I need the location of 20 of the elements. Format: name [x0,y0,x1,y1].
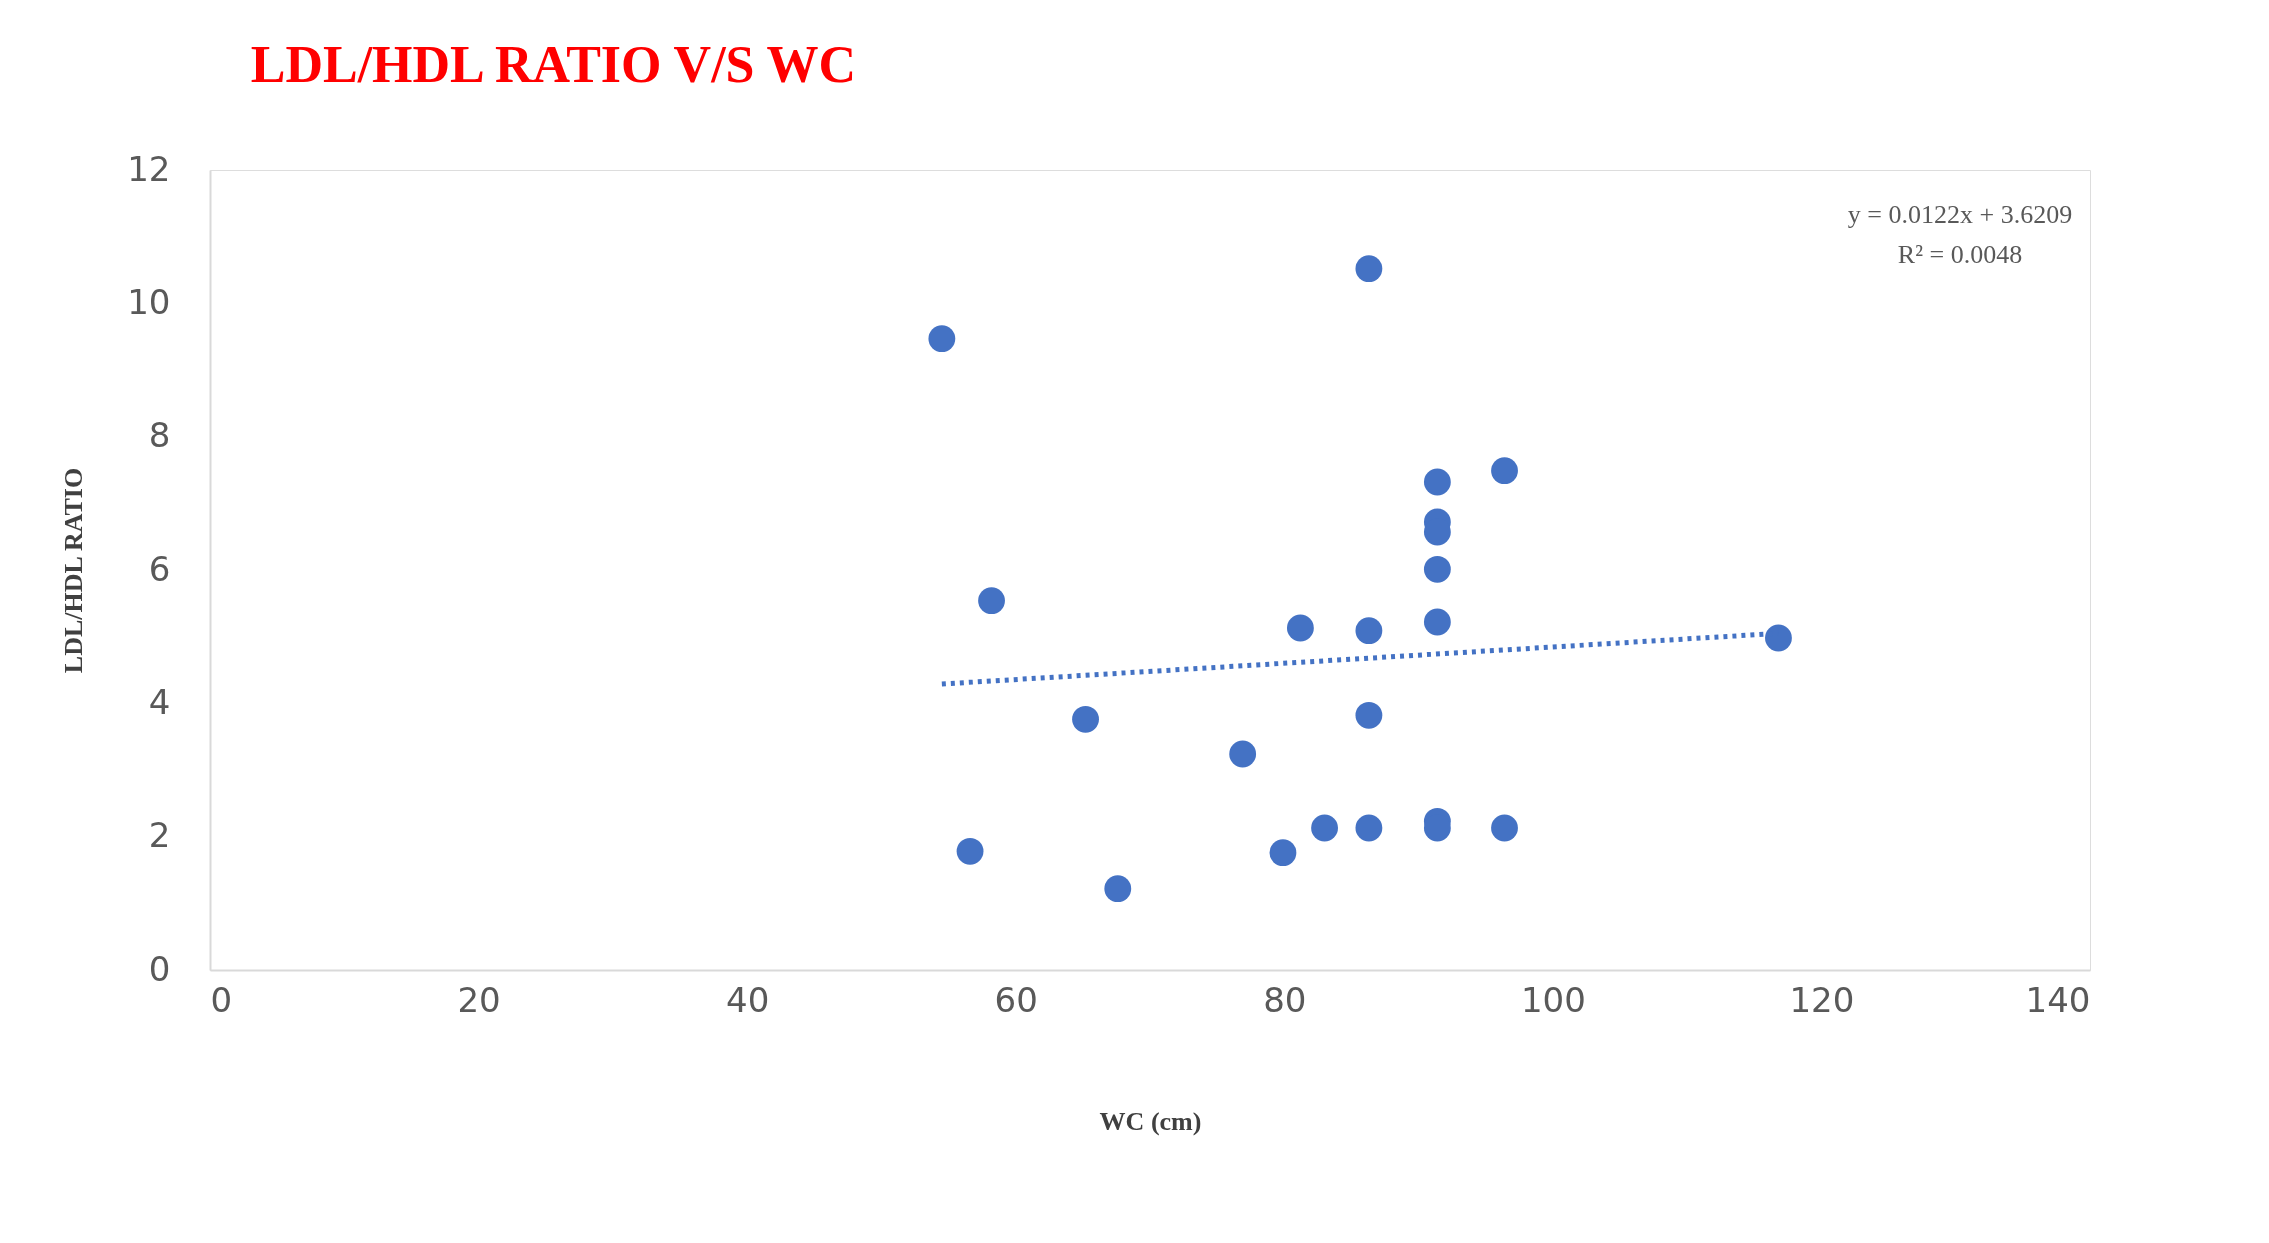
y-tick-label: 8 [148,415,171,456]
y-axis-title: LDL/HDL RATIO [59,467,89,674]
y-tick-label: 0 [148,948,171,989]
x-tick-label: 20 [457,979,501,1020]
x-tick-label: 100 [1520,979,1586,1020]
x-axis-title: WC (cm) [1099,1106,1202,1136]
y-tick-label: 4 [148,681,171,722]
x-tick-label: 60 [994,979,1038,1020]
chart-title: LDL/HDL RATIO V/S WC [250,36,857,93]
y-tick-label: 2 [148,815,171,856]
x-tick-label: 140 [2025,979,2091,1020]
x-tick-label: 120 [1789,979,1855,1020]
x-tick-label: 40 [726,979,770,1020]
y-tick-label: 6 [148,548,171,589]
x-tick-label: 80 [1263,979,1307,1020]
x-tick-label: 0 [210,979,233,1020]
annotation: R² = 0.0048 [1897,240,2023,269]
y-tick-label: 12 [127,148,171,189]
y-tick-label: 10 [127,281,171,322]
annotation: y = 0.0122x + 3.6209 [1847,200,2073,229]
